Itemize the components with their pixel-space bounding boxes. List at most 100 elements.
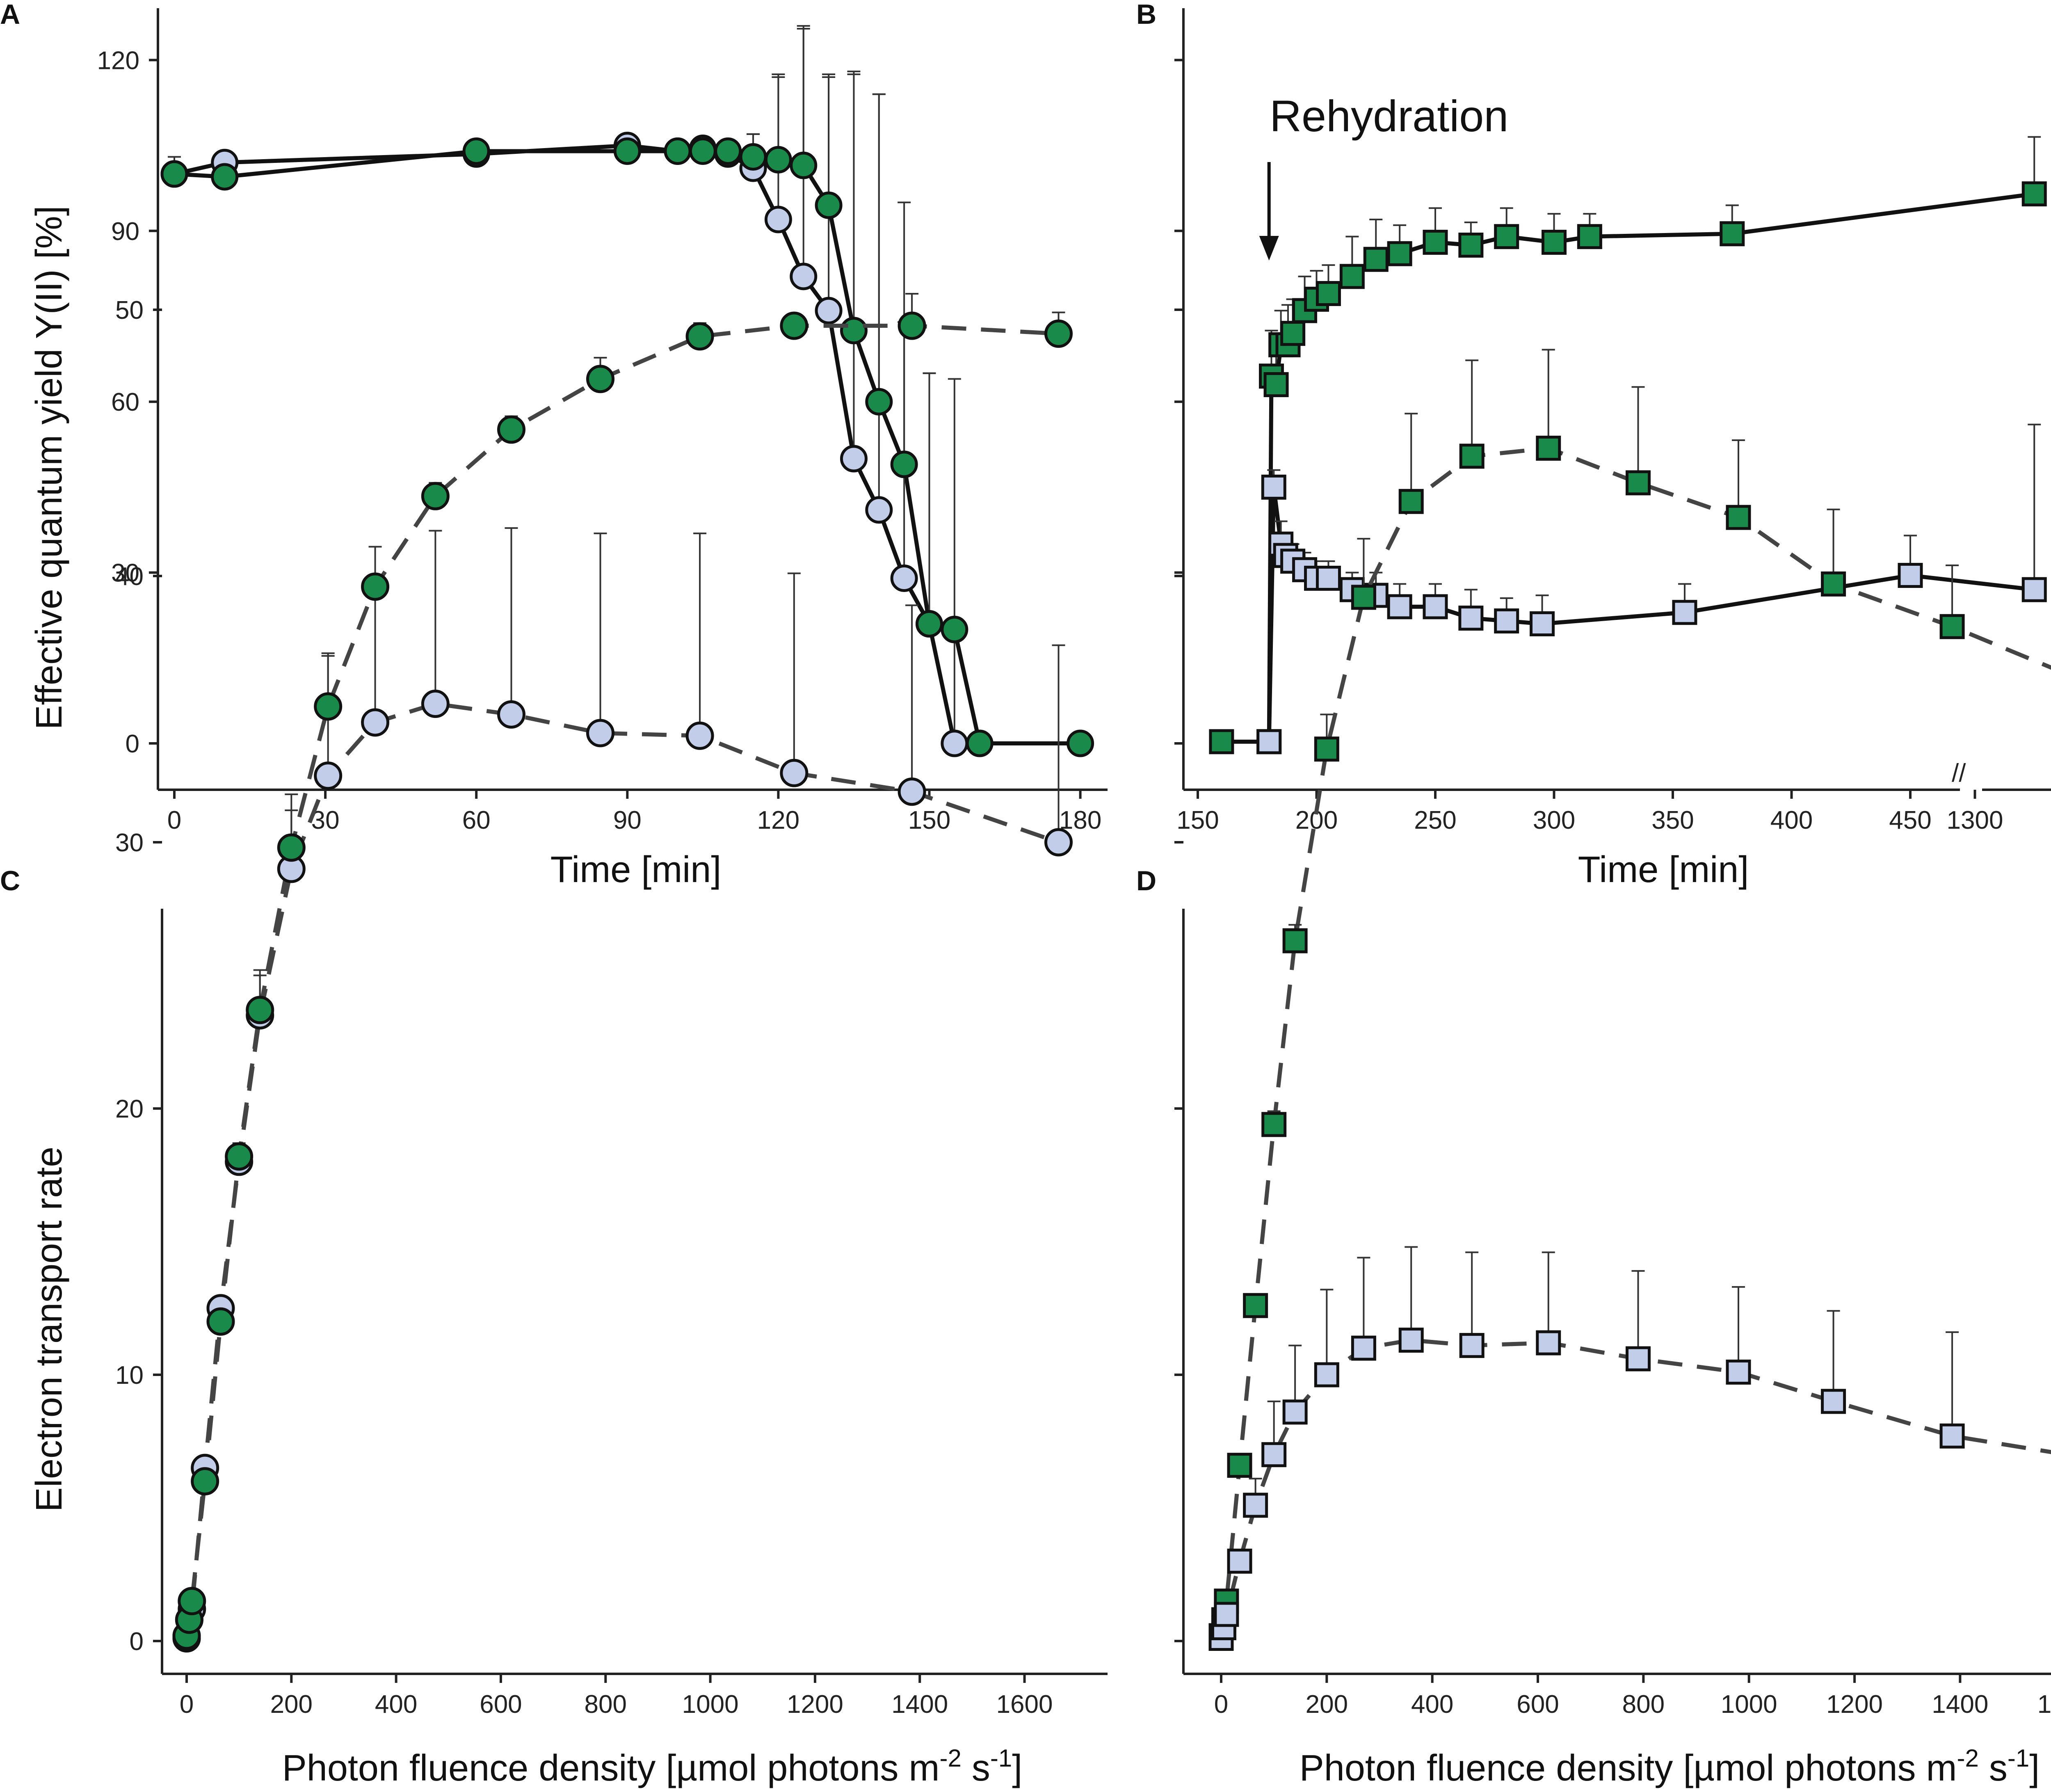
panel-d-series-2-point <box>1351 1335 1376 1361</box>
panel-c-y-tick-label: 0 <box>130 1627 144 1656</box>
panel-c-series-2-point <box>314 692 343 721</box>
panel-a-series-2-point <box>790 151 818 179</box>
panel-d-series-1-point <box>1625 470 1651 496</box>
panel-b-series-1-point <box>1577 224 1602 249</box>
panel-c-series-1-point <box>314 761 343 790</box>
panel-d: 0 200 400 600 800 1000 1200 1400 1600 <box>1174 309 2051 1719</box>
panel-d-x-tick-label: 200 <box>1306 1690 1348 1719</box>
panel-d-x-tick-label: 1600 <box>2037 1690 2051 1719</box>
panel-a-y-tick-label: 60 <box>111 388 139 416</box>
panel-d-series-1-point <box>1821 571 1846 597</box>
panel-b-x-tick-label: 150 <box>1176 806 1219 834</box>
panel-a-series-1-line <box>174 143 957 744</box>
panel-c-series-1-line <box>185 702 1060 1639</box>
panel-letter-d: D <box>1136 865 1156 896</box>
panel-d-series-1-point <box>1351 585 1376 610</box>
panel-d-series-1-point <box>1282 928 1308 953</box>
panel-d-x-tick-label: 1000 <box>1721 1690 1777 1719</box>
panel-c-series-2-point <box>178 1587 206 1616</box>
panel-c-y-tick-label: 20 <box>115 1095 144 1123</box>
panel-a-x-tick-label: 0 <box>167 806 181 834</box>
panel-c-ylabel: Electron transport rate <box>29 1147 70 1512</box>
panel-b-series-1-point <box>1720 221 1745 247</box>
panel-c-series-1-point <box>898 777 926 806</box>
panel-d-series-2-point <box>1261 1442 1287 1467</box>
panel-b-series-1-point <box>1542 230 1567 255</box>
panel-c-y-tick-label: 10 <box>115 1361 144 1390</box>
panel-b-series-2-point <box>1387 594 1412 619</box>
panel-d-series-2-point <box>1227 1548 1252 1574</box>
panel-letter-b: B <box>1136 0 1156 30</box>
panel-a-series-1-point <box>815 297 843 325</box>
panel-b-series-1-point <box>1494 224 1519 249</box>
panel-c-series-2-point <box>206 1307 235 1336</box>
panel-d-series-2-point <box>1398 1328 1424 1353</box>
panel-d-xlabel: Photon fluence density [µmol photons m-2… <box>1300 1744 2040 1789</box>
panel-c-series-1-point <box>497 700 525 729</box>
panel-b-x-tick-label: 350 <box>1651 806 1694 834</box>
panel-a-series-1-point <box>790 263 818 290</box>
panel-b-series-1-point <box>1209 729 1234 754</box>
panel-a-series-2-point <box>916 610 943 638</box>
panel-c-x-tick-label: 1600 <box>996 1690 1053 1719</box>
panel-d-series-2-point <box>1214 1602 1239 1627</box>
panel-a-series-1-point <box>840 445 868 473</box>
panel-c-x-tick-label: 800 <box>585 1690 627 1719</box>
panel-a-y-tick-label: 120 <box>97 46 139 75</box>
panel-a-series-2-point <box>865 388 893 416</box>
panel-a-series-1-point <box>865 496 893 524</box>
panel-c-x-tick-label: 0 <box>180 1690 194 1719</box>
panel-d-series-1-point <box>1459 443 1485 469</box>
panel-d-series-1-point <box>1398 489 1424 514</box>
panel-b-series-2-point <box>1261 474 1286 500</box>
panel-d-series-1-point <box>1227 1453 1252 1478</box>
panel-d-series-1-point <box>1726 505 1751 530</box>
panel-a-series-2-point <box>966 729 994 757</box>
panel-c-x-tick-label: 1400 <box>891 1690 948 1719</box>
panel-c-x-tick-label: 1200 <box>787 1690 843 1719</box>
panel-d-x-tick-label: 400 <box>1411 1690 1453 1719</box>
panel-c-y-tick-label: 30 <box>115 829 144 857</box>
panel-d-x-tick-label: 800 <box>1622 1690 1665 1719</box>
panel-letter-a: A <box>0 0 20 30</box>
panel-d-series-2-point <box>1314 1362 1339 1387</box>
panel-a-series-2-point <box>739 143 767 171</box>
panel-b-series-1-point <box>1316 281 1341 306</box>
panel-d-series-1-point <box>1261 1112 1287 1137</box>
panel-a-y-tick-label: 30 <box>111 559 139 587</box>
panel-c-series-1-point <box>685 721 714 750</box>
panel-c-series-2-point <box>277 833 306 862</box>
panel-b-x-tick-label: 300 <box>1533 806 1575 834</box>
panel-c-x-tick-label: 200 <box>270 1690 313 1719</box>
panel-d-series-2-point <box>1459 1333 1485 1358</box>
panel-c-series-2-point <box>191 1467 219 1496</box>
panel-c-x-tick-label: 600 <box>480 1690 522 1719</box>
panel-c-series-2-point <box>898 311 926 340</box>
panel-c-series-2-point <box>225 1142 254 1171</box>
panel-d-series-2-point <box>1726 1360 1751 1385</box>
panel-c-y-tick-label: 50 <box>115 296 144 325</box>
panel-b-series-2-line <box>1267 487 2035 742</box>
panel-d-x-tick-label: 1200 <box>1826 1690 1883 1719</box>
panel-a-x-tick-label: 150 <box>908 806 950 834</box>
panel-b-x-tick-label: 250 <box>1414 806 1456 834</box>
panel-c-x-tick-label: 400 <box>375 1690 417 1719</box>
panel-c-series-1-point <box>780 759 809 787</box>
panel-b-series-1-point <box>1339 264 1365 289</box>
panel-b-series-2-point <box>1316 565 1341 591</box>
panel-c-xlabel: Photon fluence density [µmol photons m-2… <box>282 1744 1023 1789</box>
panel-c-series-2-point <box>246 996 274 1024</box>
panel-b-series-1-point <box>2021 181 2047 207</box>
panel-d-series-2-line <box>1219 1338 2051 1639</box>
panel-a-series-2-point <box>613 137 641 165</box>
panel-d-series-2-point <box>1282 1399 1308 1425</box>
panel-b-x-tick-label: 450 <box>1889 806 1931 834</box>
panel-b-series-1-point <box>1280 321 1306 346</box>
panel-b-series-2-point <box>1494 608 1519 634</box>
rehydration-arrow-head <box>1259 236 1279 261</box>
panel-d-series-1-point <box>1536 435 1561 461</box>
panel-b-xlabel: Time [min] <box>1578 849 1749 890</box>
panel-a-series-2-point <box>664 137 692 165</box>
panel-a-series-1-point <box>890 564 918 592</box>
panel-letter-c: C <box>0 865 20 896</box>
